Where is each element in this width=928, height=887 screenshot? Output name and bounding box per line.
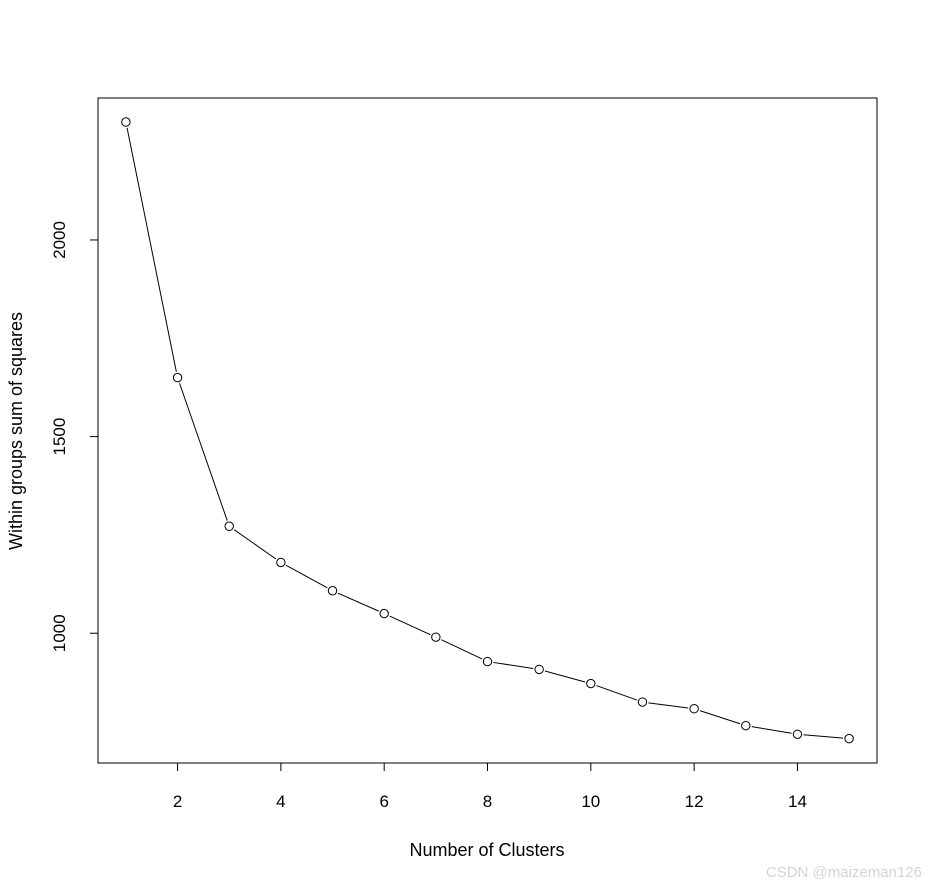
data-point — [844, 733, 854, 744]
data-points — [121, 117, 854, 744]
data-point — [276, 557, 286, 568]
x-axis: 2 4 6 8 10 12 14 — [173, 763, 807, 811]
data-point — [379, 608, 389, 619]
y-tick-label: 1500 — [50, 418, 69, 456]
y-tick-label: 1000 — [50, 614, 69, 652]
x-axis-title: Number of Clusters — [409, 840, 564, 860]
data-point — [534, 664, 544, 675]
data-point — [741, 720, 751, 731]
data-point — [689, 704, 699, 714]
data-point — [637, 697, 648, 707]
x-tick-label: 10 — [581, 792, 600, 811]
x-tick-label: 8 — [483, 792, 492, 811]
x-tick-label: 4 — [276, 792, 285, 811]
x-tick-label: 12 — [685, 792, 704, 811]
data-point — [327, 586, 338, 596]
y-axis: 1000 1500 2000 — [50, 221, 98, 652]
x-tick-label: 6 — [379, 792, 388, 811]
data-point — [431, 632, 441, 642]
data-point — [224, 521, 234, 531]
y-axis-title: Within groups sum of squares — [6, 312, 26, 550]
data-point — [121, 117, 131, 127]
x-tick-label: 2 — [173, 792, 182, 811]
data-point — [792, 729, 803, 739]
watermark: CSDN @maizeman126 — [765, 864, 922, 881]
x-tick-label: 14 — [788, 792, 807, 811]
y-tick-label: 2000 — [50, 221, 69, 259]
data-point — [586, 678, 596, 689]
data-point — [172, 372, 183, 383]
series-line — [126, 127, 844, 739]
data-point — [482, 656, 493, 667]
